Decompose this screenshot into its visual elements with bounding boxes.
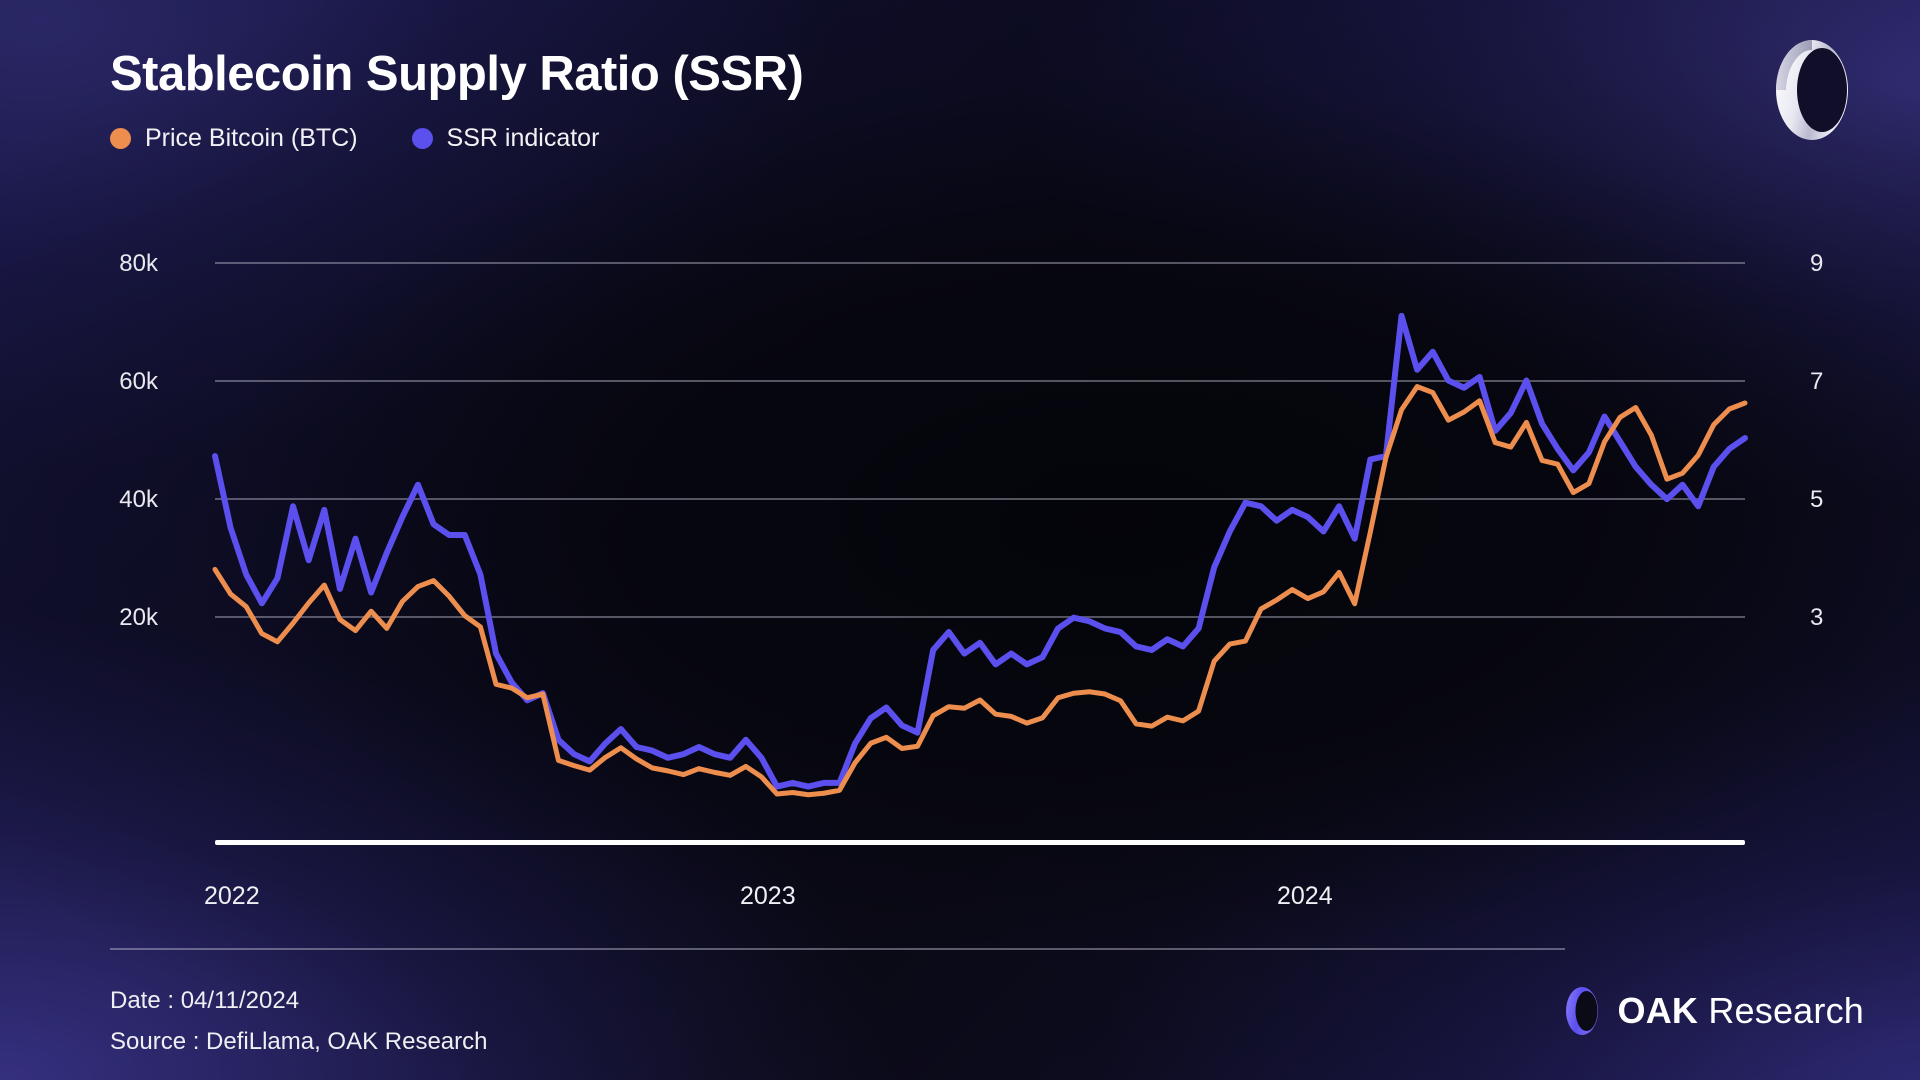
legend-item-ssr[interactable]: SSR indicator [411,123,600,153]
y-axis-left-tick: 80k [119,250,158,277]
footer-date: Date : 04/11/2024 [110,987,300,1014]
line-ssr-indicator [212,312,1748,790]
oak-wordmark-regular: Research [1698,990,1864,1031]
y-axis-right-tick: 9 [1810,250,1824,277]
legend-item-btc[interactable]: Price Bitcoin (BTC) [110,124,358,153]
gridline [215,616,1745,618]
legend-dot-ssr-icon [411,127,433,149]
x-axis-tick: 2024 [1277,882,1333,910]
oak-ring-icon [1776,40,1848,140]
y-axis-right-tick: 3 [1810,604,1824,631]
y-axis-left-tick: 20k [119,604,158,631]
gridline [215,380,1745,382]
x-axis-tick: 2022 [204,882,260,910]
oak-ring-icon [1565,987,1598,1035]
legend-label-ssr: SSR indicator [446,123,600,152]
oak-research-wordmark: OAK Research [1618,990,1864,1032]
footer-source: Source : DefiLlama, OAK Research [110,1028,488,1056]
chart-legend: Price Bitcoin (BTC) SSR indicator [110,124,803,153]
y-axis-left-tick: 40k [119,486,158,513]
y-axis-left-tick: 60k [119,368,158,395]
footer-meta: Date : 04/11/2024 Source : DefiLlama, OA… [110,980,488,1063]
gridline [215,498,1745,500]
oak-wordmark-bold: OAK [1617,990,1699,1031]
x-axis-tick: 2023 [740,882,796,910]
oak-research-logo[interactable]: OAK Research [1562,985,1864,1037]
legend-dot-btc-icon [110,127,131,149]
legend-label-btc: Price Bitcoin (BTC) [145,123,358,152]
x-axis-line [215,840,1745,845]
line-btc-price [212,384,1748,798]
chart-header: Stablecoin Supply Ratio (SSR) Price Bitc… [110,47,804,153]
y-axis-right-tick: 5 [1810,486,1824,513]
series-lines [212,312,1748,798]
plot-area [212,262,1748,844]
y-axis-right-tick: 7 [1810,368,1824,395]
footer-divider [110,948,1565,950]
gridline [215,262,1745,264]
page-title: Stablecoin Supply Ratio (SSR) [110,47,804,101]
